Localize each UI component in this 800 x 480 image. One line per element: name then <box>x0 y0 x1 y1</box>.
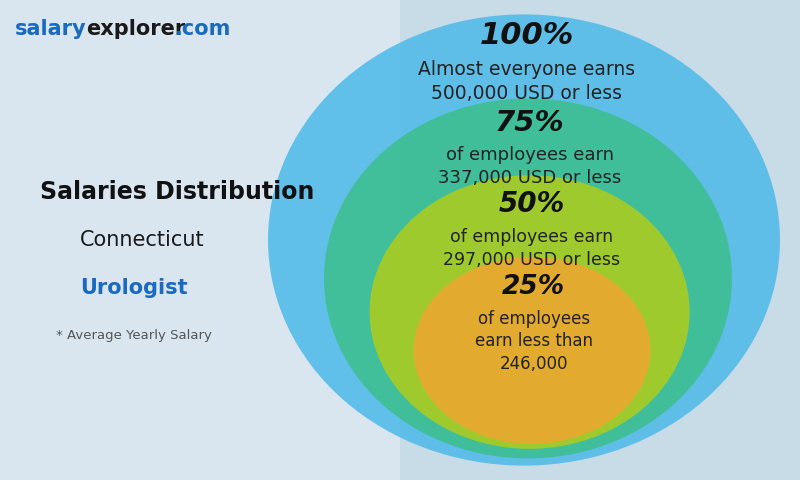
Text: salary: salary <box>14 19 86 39</box>
Text: 100%: 100% <box>479 22 574 50</box>
Ellipse shape <box>268 14 780 466</box>
Text: .com: .com <box>174 19 230 39</box>
Text: 25%: 25% <box>502 274 565 300</box>
Text: Connecticut: Connecticut <box>80 230 205 250</box>
Text: of employees earn
337,000 USD or less: of employees earn 337,000 USD or less <box>438 146 622 187</box>
Text: Salaries Distribution: Salaries Distribution <box>40 180 314 204</box>
Text: 75%: 75% <box>494 109 565 137</box>
Text: * Average Yearly Salary: * Average Yearly Salary <box>56 329 212 343</box>
Ellipse shape <box>414 257 650 444</box>
Text: explorer: explorer <box>86 19 186 39</box>
Text: Almost everyone earns
500,000 USD or less: Almost everyone earns 500,000 USD or les… <box>418 60 635 103</box>
Text: of employees earn
297,000 USD or less: of employees earn 297,000 USD or less <box>443 228 621 269</box>
Bar <box>0 0 400 480</box>
Ellipse shape <box>324 98 732 458</box>
Text: Urologist: Urologist <box>80 278 188 298</box>
Text: 50%: 50% <box>499 191 565 218</box>
Ellipse shape <box>370 175 690 449</box>
Text: of employees
earn less than
246,000: of employees earn less than 246,000 <box>474 310 593 373</box>
